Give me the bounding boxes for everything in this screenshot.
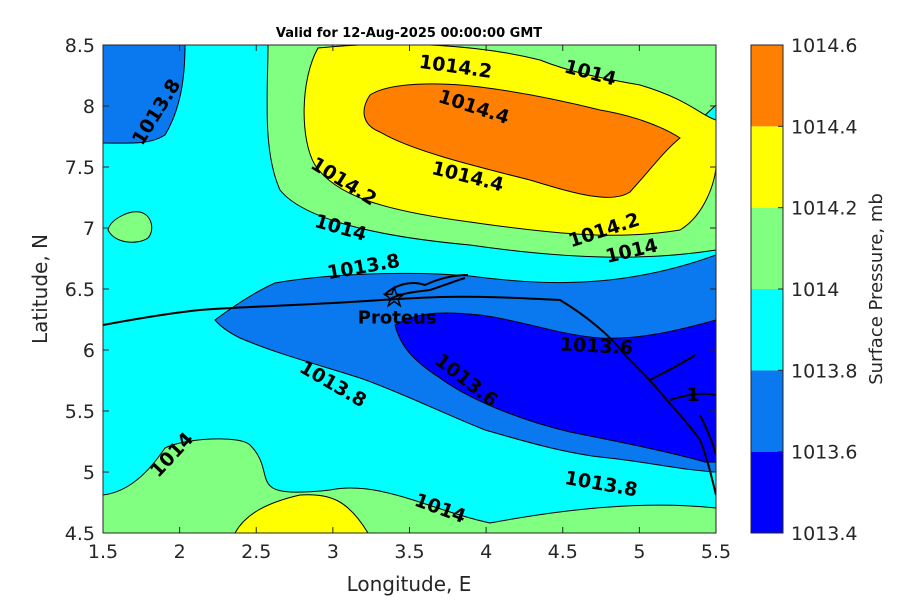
y-tick-label: 7.5 — [65, 157, 95, 179]
colorbar-tick-label: 1014 — [791, 279, 839, 301]
colorbar-tick-label: 1013.8 — [791, 360, 857, 382]
band-1013-6-nw — [103, 45, 186, 144]
y-axis-ticks: 4.5 5 5.5 6 6.5 7 7.5 8 8.5 — [65, 35, 716, 545]
colorbar-tick-label: 1014.4 — [791, 116, 857, 138]
y-tick-label: 7 — [83, 218, 95, 240]
colorbar-swatch — [751, 45, 783, 127]
y-tick-label: 8.5 — [65, 35, 95, 57]
station-marker: Proteus — [358, 285, 437, 329]
coastline-main — [103, 295, 716, 496]
x-axis-label: Longitude, E — [347, 572, 472, 596]
x-axis-ticks: 1.5 2 2.5 3 3.5 4 4.5 5 5.5 — [88, 45, 731, 563]
x-tick-label: 5.5 — [701, 541, 731, 563]
band-1014-4 — [363, 83, 681, 198]
colorbar-swatch — [751, 126, 783, 208]
colorbar-tick-label: 1013.6 — [791, 442, 857, 464]
x-tick-label: 3.5 — [394, 541, 424, 563]
band-1014-2-sw — [234, 494, 369, 533]
colorbar-tick-label: 1013.4 — [791, 523, 857, 545]
y-tick-label: 4.5 — [65, 523, 95, 545]
x-tick-label: 2 — [174, 541, 186, 563]
colorbar-swatch — [751, 451, 783, 533]
contour-label: 1 — [686, 384, 699, 406]
chart-title: Valid for 12-Aug-2025 00:00:00 GMT — [276, 26, 542, 41]
colorbar-tick-label: 1014.6 — [791, 35, 857, 57]
colorbar-swatch — [751, 370, 783, 452]
coastline — [103, 274, 716, 496]
coastline-estuary-south — [387, 277, 466, 301]
y-tick-label: 5.5 — [65, 401, 95, 423]
colorbar-swatch — [751, 289, 783, 371]
colorbar-swatch — [751, 207, 783, 289]
x-tick-label: 3 — [327, 541, 339, 563]
contour-field — [103, 45, 716, 533]
y-tick-label: 6 — [83, 340, 95, 362]
band-1014-sw — [103, 438, 716, 533]
x-tick-label: 4.5 — [548, 541, 578, 563]
coastline-lagoon — [649, 354, 716, 456]
colorbar-tick-label: 1014.2 — [791, 198, 857, 220]
y-tick-label: 8 — [83, 96, 95, 118]
y-tick-label: 5 — [83, 462, 95, 484]
station-label: Proteus — [358, 308, 437, 329]
band-1013-4 — [394, 312, 716, 463]
blob-1014-west — [107, 211, 153, 243]
y-axis-label: Latitude, N — [28, 234, 52, 344]
colorbar-label: Surface Pressure, mb — [866, 193, 887, 385]
contour-label: 1013.6 — [559, 333, 633, 359]
colorbar: 1013.4 1013.6 1013.8 1014 1014.2 1014.4 1014.6 — [750, 35, 857, 545]
x-tick-label: 4 — [480, 541, 492, 563]
station-star-icon — [382, 285, 406, 308]
y-tick-label: 6.5 — [65, 279, 95, 301]
x-tick-label: 1.5 — [88, 541, 118, 563]
x-tick-label: 5 — [633, 541, 645, 563]
x-tick-label: 2.5 — [241, 541, 271, 563]
